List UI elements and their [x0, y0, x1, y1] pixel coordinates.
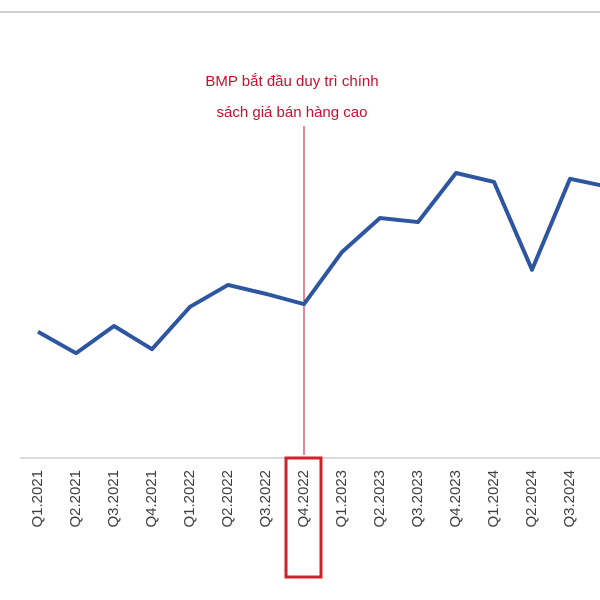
highlight-box: [284, 456, 323, 579]
x-tick-label: Q4.2022: [295, 470, 312, 528]
x-tick-label: Q2.2022: [219, 470, 236, 528]
x-tick-label: Q3.2023: [409, 470, 426, 528]
x-tick-label: Q2.2024: [523, 470, 540, 528]
x-tick-label: Q1.2023: [333, 470, 350, 528]
annotation-text: sách giá bán hàng cao: [217, 104, 368, 121]
x-tick-label: Q2.2021: [67, 470, 84, 528]
x-tick-label: Q4.2024: [599, 470, 600, 528]
x-tick-label: Q4.2023: [447, 470, 464, 528]
x-tick-label: Q2.2023: [371, 470, 388, 528]
x-tick-label: Q1.2024: [485, 470, 502, 528]
x-tick-label: Q1.2021: [29, 470, 46, 528]
x-tick-label: Q3.2024: [561, 470, 578, 528]
data-line: [37, 171, 600, 356]
annotation-text: BMP bắt đầu duy trì chính: [205, 73, 378, 90]
x-tick-label: Q1.2022: [181, 470, 198, 528]
x-tick-label: Q4.2021: [143, 470, 160, 528]
x-tick-label: Q3.2021: [105, 470, 122, 528]
x-tick-label: Q3.2022: [257, 470, 274, 528]
